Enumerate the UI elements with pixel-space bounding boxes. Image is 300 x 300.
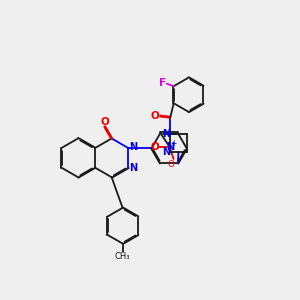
Text: N: N [129, 163, 137, 173]
Text: +: + [170, 140, 177, 148]
Text: N: N [162, 128, 170, 139]
Text: N: N [166, 142, 174, 152]
Text: O: O [150, 142, 159, 152]
Text: N: N [162, 147, 170, 157]
Text: CH₃: CH₃ [115, 252, 130, 261]
Text: N: N [129, 142, 137, 152]
Text: O⁻: O⁻ [168, 160, 179, 169]
Text: F: F [159, 78, 166, 88]
Text: O: O [100, 117, 109, 127]
Text: O: O [151, 111, 159, 121]
